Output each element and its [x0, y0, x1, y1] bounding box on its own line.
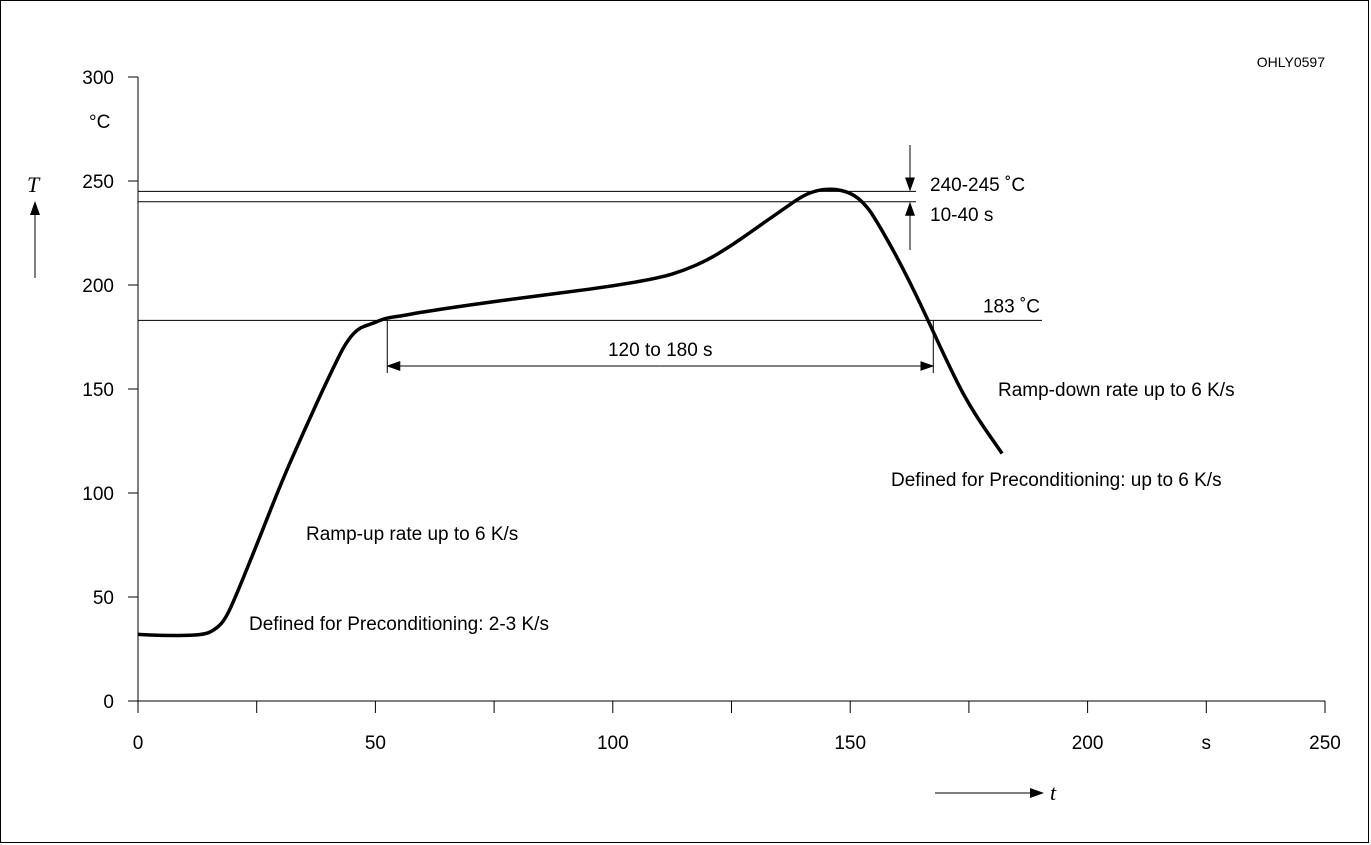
- x-tick-label: 0: [133, 733, 144, 754]
- y-unit-label: °C: [89, 112, 110, 133]
- annotations-group: 240-245 ˚C 10-40 s 120 to 180 s Ramp-up rat…: [249, 175, 1235, 635]
- series-group: [137, 187, 1004, 638]
- x-axis-title: t: [1050, 780, 1057, 805]
- y-tick-label: 300: [82, 68, 114, 89]
- x-unit-label: s: [1202, 733, 1212, 754]
- soak-span-label: 120 to 180 s: [608, 340, 713, 361]
- figure-id: OHLY0597: [1257, 54, 1325, 70]
- peak-temp-label: 240-245 ˚C: [930, 175, 1025, 196]
- x-tick-label: 200: [1072, 733, 1104, 754]
- ref-line-183-label: 183 ˚C: [983, 296, 1040, 317]
- y-tick-label: 250: [82, 172, 114, 193]
- y-tick-label: 0: [103, 692, 114, 713]
- x-tick-label: 100: [597, 733, 629, 754]
- y-tick-label: 100: [82, 484, 114, 505]
- ramp-down-label: Ramp-down rate up to 6 K/s: [998, 380, 1235, 401]
- x-tick-label: 50: [365, 733, 386, 754]
- axes-group: 0 50 100 150 200 250 300 °C 0 50 100 150 200 250 s Tt OH…: [27, 54, 1341, 805]
- y-axis-title: T: [27, 172, 41, 197]
- y-tick-label: 200: [82, 276, 114, 297]
- ramp-up-precond-label: Defined for Preconditioning: 2-3 K/s: [249, 614, 549, 635]
- x-tick-label: 250: [1309, 733, 1341, 754]
- y-tick-label: 150: [82, 380, 114, 401]
- temperature-profile-line: [137, 187, 1004, 638]
- peak-time-label: 10-40 s: [930, 205, 993, 226]
- ramp-up-label: Ramp-up rate up to 6 K/s: [306, 524, 518, 545]
- reference-lines-group: 183 ˚C: [138, 145, 1042, 321]
- x-tick-label: 150: [834, 733, 866, 754]
- ramp-down-precond-label: Defined for Preconditioning: up to 6 K/s: [891, 470, 1222, 491]
- y-tick-label: 50: [93, 588, 114, 609]
